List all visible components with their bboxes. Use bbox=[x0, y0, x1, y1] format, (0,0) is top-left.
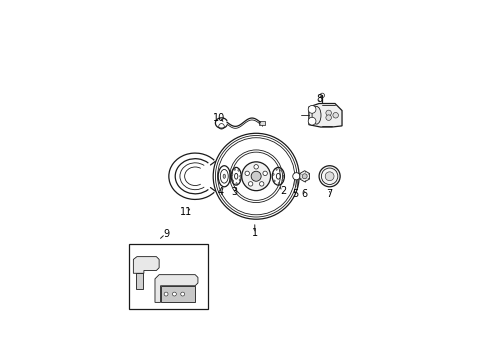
Ellipse shape bbox=[234, 168, 235, 170]
Text: 5: 5 bbox=[291, 189, 298, 199]
Ellipse shape bbox=[311, 107, 320, 124]
Text: 4: 4 bbox=[218, 186, 224, 197]
Circle shape bbox=[244, 171, 249, 176]
Bar bbox=[128, 244, 207, 309]
Polygon shape bbox=[135, 273, 143, 288]
Text: 3: 3 bbox=[231, 186, 237, 197]
Circle shape bbox=[320, 93, 324, 98]
Ellipse shape bbox=[273, 180, 275, 182]
Ellipse shape bbox=[239, 179, 240, 181]
Ellipse shape bbox=[231, 174, 232, 175]
Ellipse shape bbox=[239, 175, 241, 177]
Circle shape bbox=[241, 162, 270, 191]
Text: 1: 1 bbox=[251, 228, 257, 238]
Text: 9: 9 bbox=[163, 229, 169, 239]
Circle shape bbox=[172, 292, 176, 296]
Ellipse shape bbox=[280, 169, 281, 171]
Circle shape bbox=[181, 292, 184, 296]
Circle shape bbox=[164, 292, 168, 296]
Circle shape bbox=[251, 171, 261, 181]
Ellipse shape bbox=[282, 175, 284, 177]
Ellipse shape bbox=[237, 169, 239, 171]
Ellipse shape bbox=[232, 180, 233, 182]
Circle shape bbox=[325, 110, 331, 116]
Polygon shape bbox=[133, 257, 159, 273]
Ellipse shape bbox=[275, 168, 277, 170]
Ellipse shape bbox=[235, 183, 237, 184]
Polygon shape bbox=[155, 275, 198, 302]
Polygon shape bbox=[160, 286, 195, 302]
Circle shape bbox=[307, 117, 315, 125]
Circle shape bbox=[332, 112, 338, 118]
Text: 7: 7 bbox=[326, 189, 332, 199]
Text: 11: 11 bbox=[180, 207, 192, 217]
Circle shape bbox=[325, 115, 331, 120]
Circle shape bbox=[292, 173, 299, 180]
Circle shape bbox=[259, 182, 264, 186]
Ellipse shape bbox=[278, 183, 279, 184]
Ellipse shape bbox=[282, 179, 283, 181]
Circle shape bbox=[248, 182, 252, 186]
Ellipse shape bbox=[272, 174, 274, 175]
Circle shape bbox=[302, 174, 306, 179]
Ellipse shape bbox=[223, 174, 225, 178]
Text: 8: 8 bbox=[316, 94, 322, 104]
Text: 6: 6 bbox=[301, 189, 306, 199]
Circle shape bbox=[253, 165, 258, 169]
Circle shape bbox=[307, 105, 315, 113]
Polygon shape bbox=[299, 171, 309, 182]
Text: 10: 10 bbox=[212, 113, 224, 123]
Circle shape bbox=[319, 166, 340, 187]
Circle shape bbox=[325, 172, 333, 181]
Circle shape bbox=[263, 171, 267, 176]
Bar bbox=[259, 121, 264, 125]
Polygon shape bbox=[308, 103, 341, 127]
Text: 2: 2 bbox=[280, 186, 286, 196]
